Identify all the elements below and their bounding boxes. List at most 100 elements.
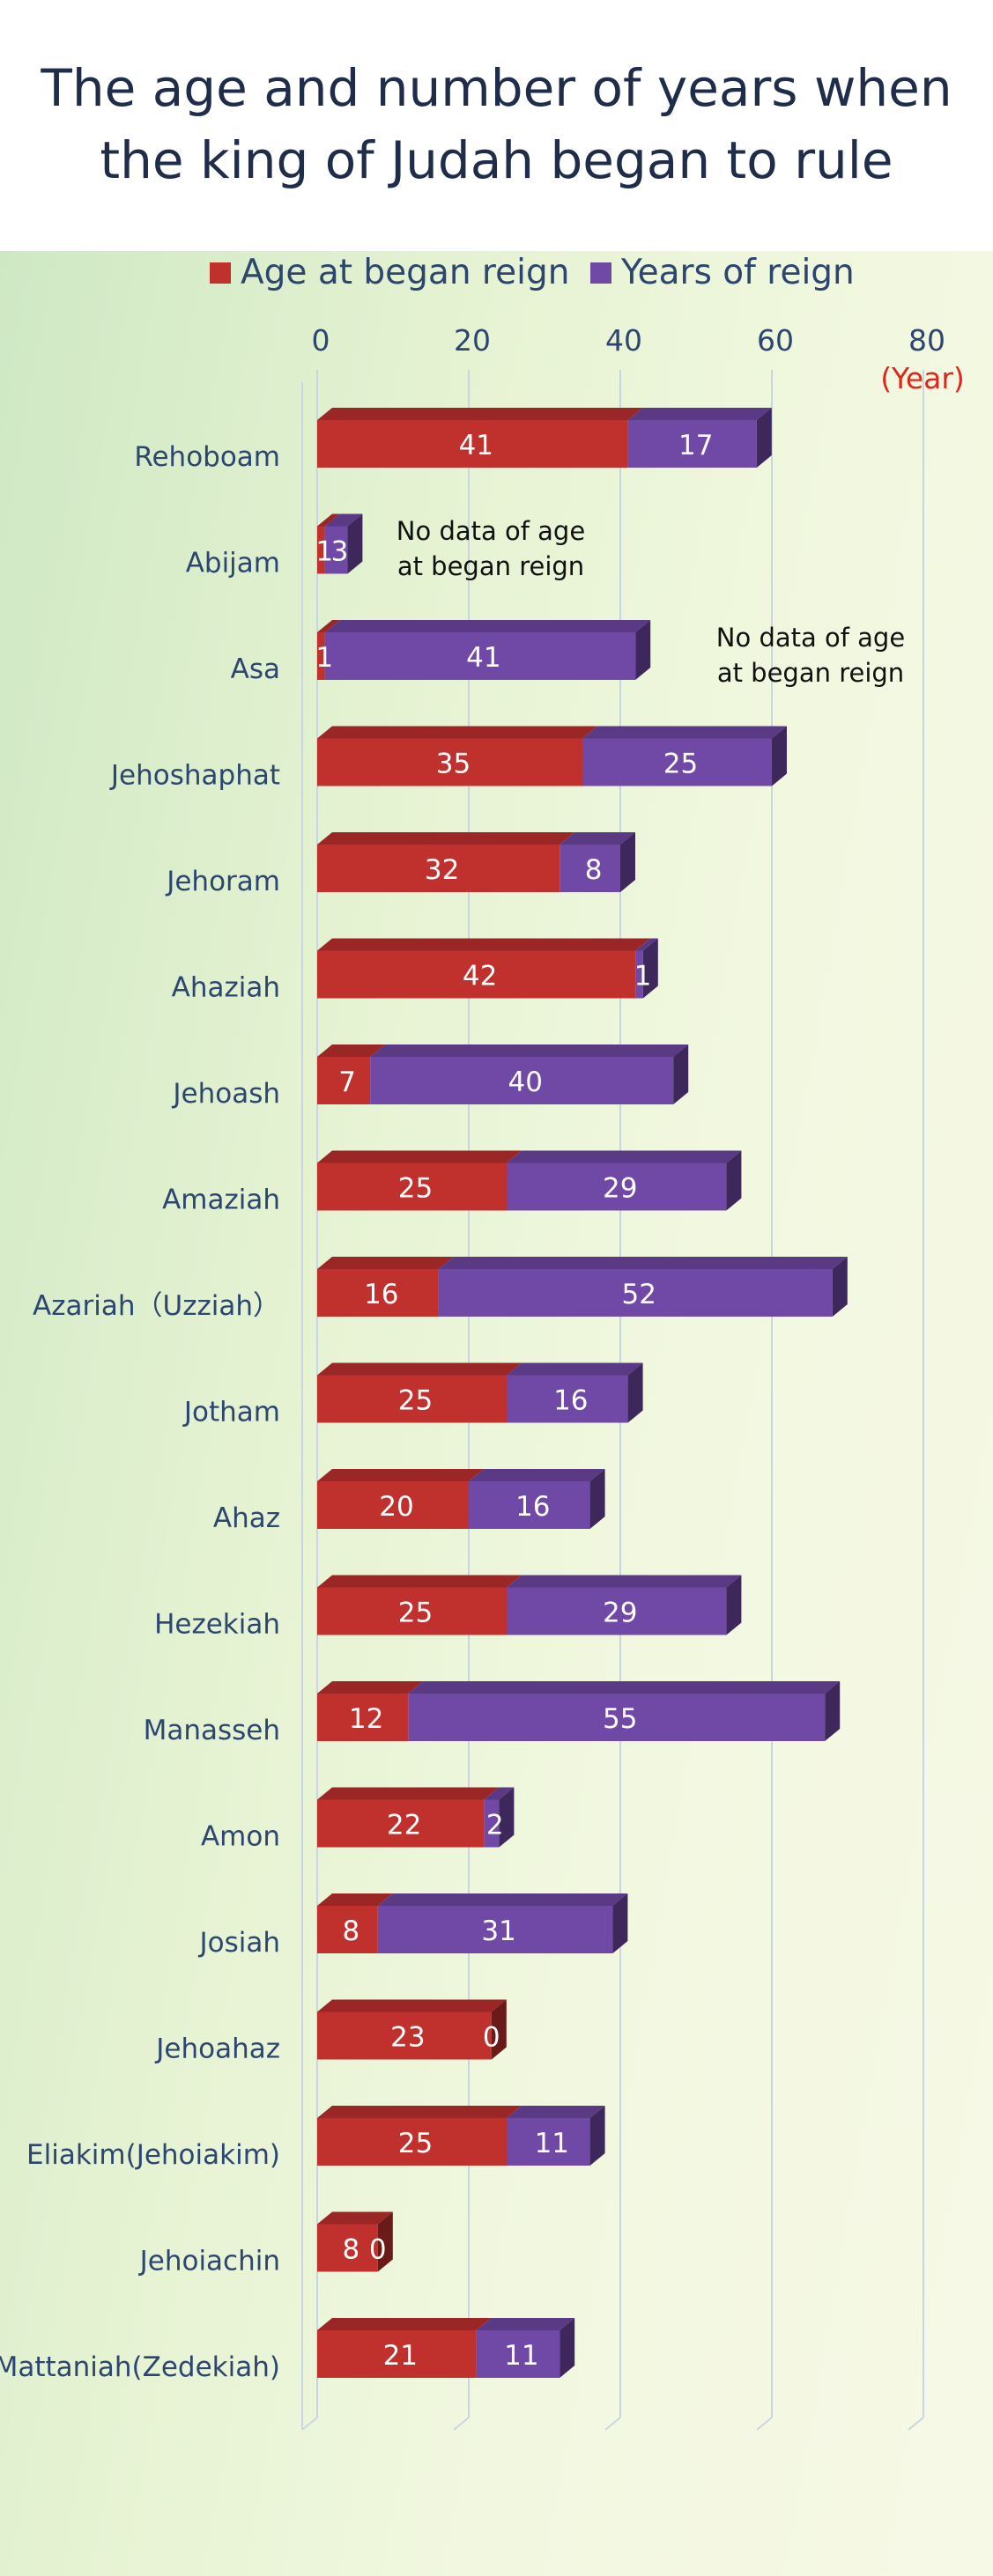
gridline-floor-40 xyxy=(604,2417,621,2431)
legend-label-0: Age at began reign xyxy=(241,253,569,292)
data-label-0-4: 32 xyxy=(425,854,459,886)
legend-swatch-1 xyxy=(590,262,611,284)
data-label-0-9: 25 xyxy=(398,1385,433,1417)
data-label-0-16: 25 xyxy=(398,2128,433,2159)
bar-0-4 xyxy=(317,845,560,892)
bar-top-1-0 xyxy=(627,408,772,420)
bar-side-0 xyxy=(756,408,772,468)
data-label-0-11: 25 xyxy=(398,1598,433,1629)
bar-side-7 xyxy=(726,1150,742,1211)
bar-1-2 xyxy=(324,632,636,680)
category-label-10: Ahaz xyxy=(213,1502,280,1534)
bar-0-1 xyxy=(317,526,325,574)
bar-top-1-5 xyxy=(635,938,658,951)
x-tick-label-60: 60 xyxy=(757,323,794,358)
bar-1-18 xyxy=(476,2330,560,2378)
bar-0-2 xyxy=(317,632,325,680)
bar-1-9 xyxy=(507,1375,628,1423)
bar-top-1-4 xyxy=(559,832,635,845)
category-label-5: Ahaziah xyxy=(172,972,280,1004)
bar-1-14 xyxy=(377,1906,613,1953)
data-label-1-7: 29 xyxy=(603,1173,637,1205)
bar-top-1-6 xyxy=(370,1044,689,1057)
data-label-0-14: 8 xyxy=(343,1915,360,1947)
data-label-0-18: 21 xyxy=(383,2340,418,2372)
bar-side-12 xyxy=(825,1681,841,1741)
bar-side-13 xyxy=(499,1787,515,1848)
data-label-0-8: 16 xyxy=(364,1279,398,1310)
bar-0-12 xyxy=(317,1694,409,1741)
bar-top-0-13 xyxy=(317,1787,500,1800)
data-label-1-3: 25 xyxy=(663,749,698,780)
category-label-4: Jehoram xyxy=(165,866,280,897)
category-label-2: Asa xyxy=(231,653,280,685)
bar-side-1 xyxy=(347,513,363,574)
bar-0-7 xyxy=(317,1163,507,1211)
bar-side-3 xyxy=(772,726,787,786)
bar-1-8 xyxy=(438,1269,833,1317)
bar-top-0-10 xyxy=(317,1469,484,1481)
bar-top-0-9 xyxy=(317,1362,522,1376)
bar-side-17 xyxy=(377,2211,393,2272)
bar-0-6 xyxy=(317,1057,371,1104)
data-label-1-1: 3 xyxy=(331,536,349,568)
bar-1-11 xyxy=(507,1587,727,1635)
category-label-8: Azariah（Uzziah） xyxy=(33,1290,280,1322)
bar-1-16 xyxy=(507,2118,590,2166)
bar-side-11 xyxy=(726,1575,742,1635)
x-tick-label-40: 40 xyxy=(605,323,642,358)
category-label-16: Eliakim(Jehoiakim) xyxy=(26,2139,280,2171)
data-label-0-17: 8 xyxy=(343,2234,360,2266)
legend-label-1: Years of reign xyxy=(620,253,855,292)
category-label-3: Jehoshaphat xyxy=(109,760,280,792)
bar-top-0-17 xyxy=(317,2211,393,2225)
data-label-1-4: 8 xyxy=(585,854,603,886)
bar-side-2 xyxy=(635,620,651,680)
x-tick-label-20: 20 xyxy=(454,323,491,358)
data-label-1-12: 55 xyxy=(603,1703,637,1735)
bar-0-8 xyxy=(317,1269,439,1317)
bar-side-18 xyxy=(559,2318,575,2378)
bar-top-0-15 xyxy=(317,1999,507,2012)
bar-top-1-3 xyxy=(582,726,787,739)
data-label-0-2: 1 xyxy=(315,642,333,674)
bar-side-4 xyxy=(620,832,635,892)
data-label-1-18: 11 xyxy=(504,2340,538,2372)
bar-top-1-8 xyxy=(438,1257,848,1269)
category-label-9: Jotham xyxy=(182,1397,280,1428)
bar-top-0-11 xyxy=(317,1575,522,1588)
bar-0-17 xyxy=(317,2224,378,2272)
category-label-0: Rehoboam xyxy=(134,441,280,473)
data-label-0-15: 23 xyxy=(390,2022,425,2054)
data-label-0-6: 7 xyxy=(338,1067,356,1098)
gridline-floor-60 xyxy=(756,2417,773,2431)
bar-top-0-8 xyxy=(317,1257,454,1269)
gridline-floor-20 xyxy=(453,2417,470,2431)
bar-0-0 xyxy=(317,420,628,468)
data-label-1-2: 41 xyxy=(466,642,500,674)
data-label-0-0: 41 xyxy=(459,430,493,461)
annotation-0-line-0: No data of age xyxy=(396,516,585,546)
bar-side-6 xyxy=(673,1044,689,1104)
gridline-floor-0 xyxy=(301,2417,318,2431)
bar-0-10 xyxy=(317,1481,469,1529)
bar-1-4 xyxy=(559,845,620,892)
bar-0-3 xyxy=(317,738,582,786)
category-label-18: Mattaniah(Zedekiah) xyxy=(0,2351,280,2383)
bar-1-13 xyxy=(484,1799,500,1848)
bar-top-1-13 xyxy=(484,1787,515,1800)
annotation-1-line-1: at began reign xyxy=(717,658,904,688)
data-label-0-13: 22 xyxy=(387,1810,421,1842)
bar-0-5 xyxy=(317,950,636,999)
bar-side-9 xyxy=(627,1362,643,1423)
bar-1-3 xyxy=(582,738,772,786)
data-label-1-15: 0 xyxy=(483,2022,500,2054)
bar-side-10 xyxy=(589,1469,605,1529)
bar-top-1-1 xyxy=(324,513,363,527)
bar-0-11 xyxy=(317,1587,507,1635)
category-label-17: Jehoiachin xyxy=(138,2246,280,2277)
bar-top-0-4 xyxy=(317,832,575,845)
x-axis-unit-label: (Year) xyxy=(880,361,965,395)
annotation-1-line-0: No data of age xyxy=(716,623,905,653)
